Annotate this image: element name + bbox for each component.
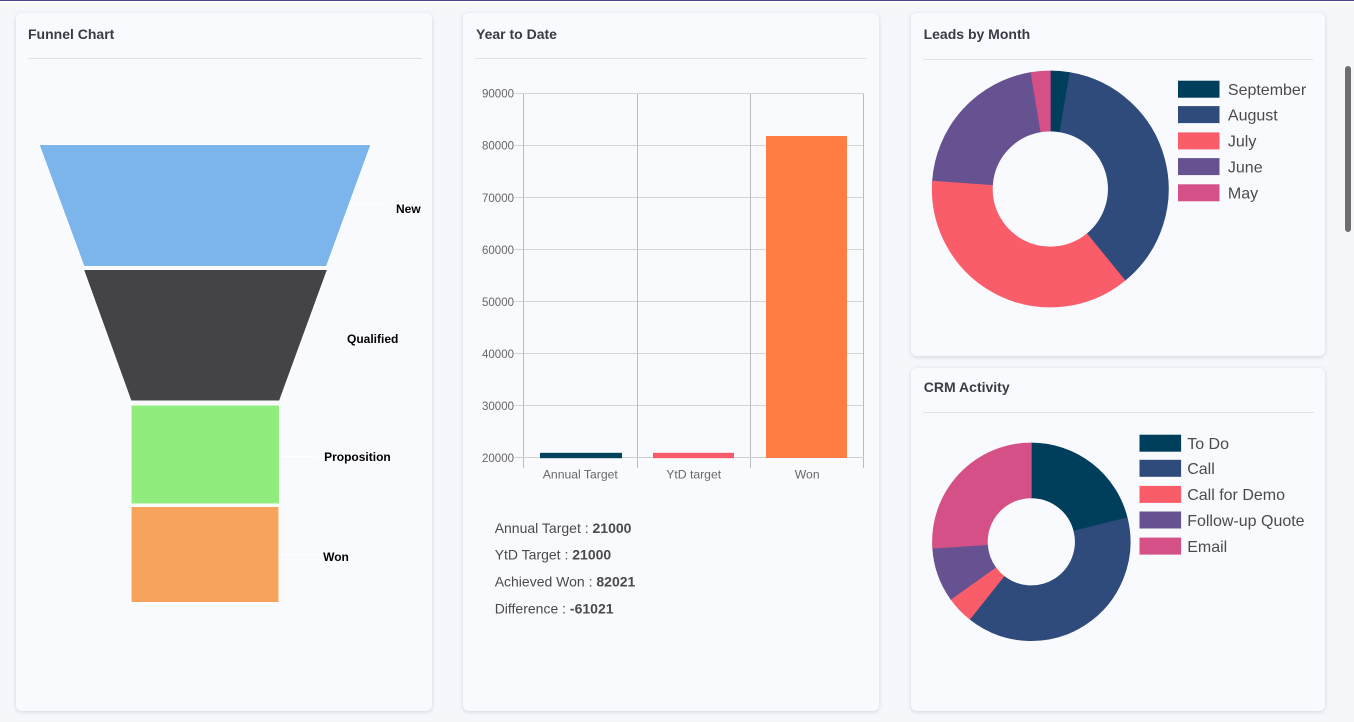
svg-text:YtD target: YtD target	[666, 468, 721, 482]
svg-text:40000: 40000	[482, 349, 514, 361]
svg-text:July: July	[1228, 134, 1256, 151]
svg-text:To Do: To Do	[1187, 436, 1229, 453]
svg-text:YtD Target : 21000: YtD Target : 21000	[495, 547, 612, 563]
svg-text:80000: 80000	[482, 141, 514, 153]
svg-text:Difference : -61021: Difference : -61021	[495, 600, 614, 616]
svg-text:Follow-up Quote: Follow-up Quote	[1187, 512, 1304, 529]
svg-text:50000: 50000	[482, 297, 514, 309]
svg-text:60000: 60000	[482, 245, 514, 257]
svg-text:Won: Won	[323, 550, 349, 564]
svg-text:August: August	[1228, 107, 1278, 124]
svg-text:May: May	[1228, 186, 1258, 203]
svg-text:90000: 90000	[482, 89, 514, 101]
svg-text:Achieved Won : 82021: Achieved Won : 82021	[495, 574, 636, 590]
svg-text:Qualified: Qualified	[347, 332, 398, 346]
svg-text:September: September	[1228, 82, 1307, 99]
svg-text:June: June	[1228, 159, 1263, 176]
svg-text:70000: 70000	[482, 193, 514, 205]
svg-text:Annual Target: Annual Target	[543, 468, 619, 482]
svg-text:New: New	[396, 202, 421, 216]
svg-text:Proposition: Proposition	[324, 450, 391, 464]
svg-text:20000: 20000	[482, 453, 514, 465]
svg-text:Call: Call	[1187, 461, 1215, 478]
svg-text:Email: Email	[1187, 538, 1227, 555]
svg-text:Call for Demo: Call for Demo	[1187, 487, 1285, 504]
svg-text:30000: 30000	[482, 401, 514, 413]
svg-text:Won: Won	[795, 468, 820, 482]
svg-text:Annual Target : 21000: Annual Target : 21000	[495, 520, 632, 536]
